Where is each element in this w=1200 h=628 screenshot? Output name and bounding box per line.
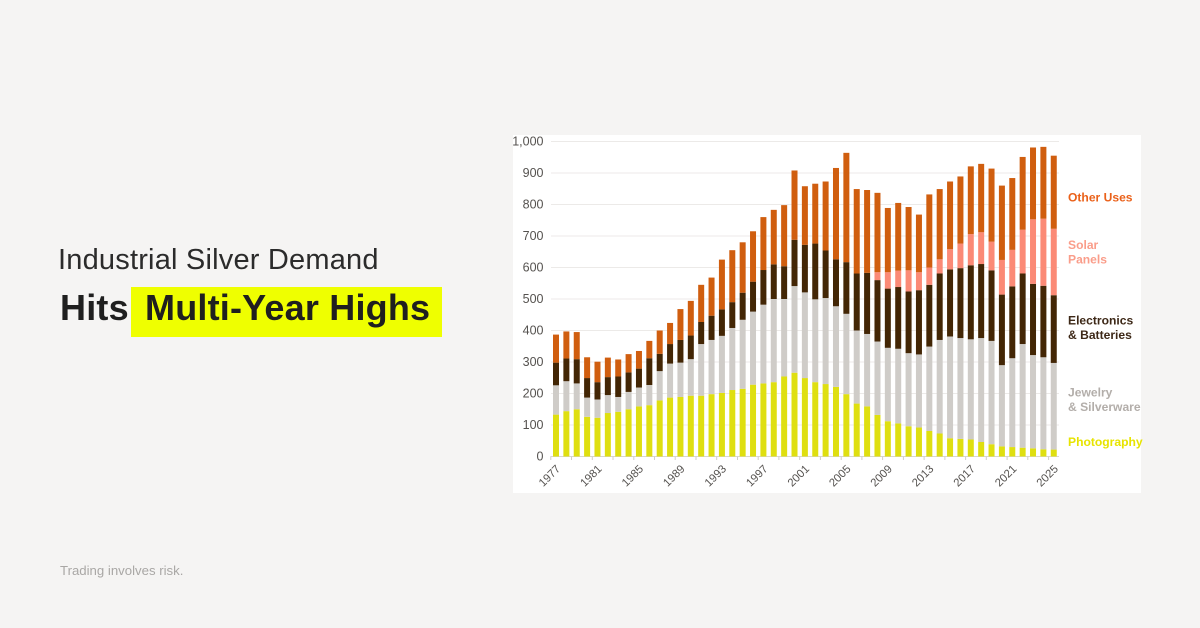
svg-text:500: 500 [523, 292, 544, 306]
svg-text:Panels: Panels [1068, 252, 1107, 266]
svg-text:600: 600 [523, 261, 544, 275]
svg-text:1981: 1981 [578, 463, 604, 489]
svg-text:1997: 1997 [744, 463, 770, 489]
svg-text:2021: 2021 [993, 463, 1019, 489]
svg-text:Solar: Solar [1068, 238, 1099, 252]
svg-text:2025: 2025 [1035, 463, 1061, 489]
svg-text:200: 200 [523, 387, 544, 401]
svg-text:1989: 1989 [661, 463, 687, 489]
svg-text:1985: 1985 [620, 463, 646, 489]
svg-text:Electronics: Electronics [1068, 314, 1133, 328]
svg-text:2013: 2013 [910, 463, 936, 489]
svg-text:& Batteries: & Batteries [1068, 328, 1132, 342]
svg-text:400: 400 [523, 324, 544, 338]
svg-text:800: 800 [523, 198, 544, 212]
svg-text:Other Uses: Other Uses [1068, 191, 1133, 205]
svg-text:300: 300 [523, 355, 544, 369]
svg-text:100: 100 [523, 418, 544, 432]
svg-text:0: 0 [537, 450, 544, 464]
svg-text:700: 700 [523, 229, 544, 243]
svg-text:& Silverware: & Silverware [1068, 400, 1141, 414]
svg-text:1,000: 1,000 [512, 135, 543, 149]
svg-text:1977: 1977 [537, 463, 563, 489]
svg-text:2001: 2001 [786, 463, 812, 489]
svg-text:Jewelry: Jewelry [1068, 386, 1113, 400]
svg-text:1993: 1993 [703, 463, 729, 489]
svg-text:2005: 2005 [827, 463, 853, 489]
svg-text:2017: 2017 [952, 463, 978, 489]
svg-text:2009: 2009 [869, 463, 895, 489]
svg-text:900: 900 [523, 166, 544, 180]
svg-text:Photography: Photography [1068, 435, 1143, 449]
